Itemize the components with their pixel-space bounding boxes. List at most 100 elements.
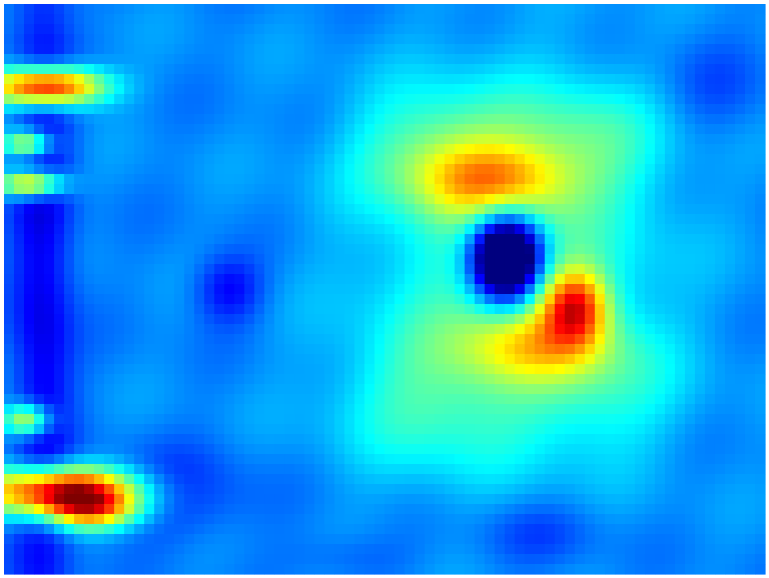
heatmap-cell — [54, 344, 65, 355]
heatmap-cell — [434, 544, 446, 555]
heatmap-cell — [234, 334, 245, 345]
heatmap-cell — [214, 344, 225, 355]
heatmap-cell — [464, 524, 476, 535]
heatmap-cell — [144, 134, 155, 145]
heatmap-cell — [734, 214, 746, 225]
heatmap-cell — [664, 54, 676, 65]
heatmap-cell — [494, 414, 506, 425]
heatmap-cell — [524, 414, 536, 425]
heatmap-cell — [334, 124, 346, 135]
heatmap-cell — [364, 474, 376, 485]
heatmap-cell — [454, 284, 466, 295]
heatmap-cell — [464, 454, 476, 465]
heatmap-cell — [234, 444, 245, 455]
heatmap-cell — [734, 264, 746, 275]
heatmap-cell — [674, 124, 686, 135]
heatmap-cell — [214, 544, 225, 555]
heatmap-cell — [634, 244, 646, 255]
heatmap-cell — [334, 444, 346, 455]
heatmap-cell — [254, 134, 265, 145]
heatmap-cell — [534, 4, 546, 15]
heatmap-cell — [184, 554, 195, 565]
heatmap-cell — [304, 94, 315, 105]
heatmap-cell — [714, 304, 726, 315]
heatmap-cell — [254, 274, 265, 285]
heatmap-cell — [4, 254, 15, 265]
heatmap-cell — [294, 544, 305, 555]
heatmap-cell — [464, 354, 476, 365]
heatmap-cell — [514, 64, 526, 75]
heatmap-cell — [334, 414, 346, 425]
heatmap-cell — [134, 224, 145, 235]
heatmap-cell — [334, 314, 346, 325]
heatmap-cell — [754, 324, 766, 335]
heatmap-cell — [154, 414, 165, 425]
heatmap-cell — [104, 104, 115, 115]
heatmap-cell — [184, 4, 195, 15]
heatmap-cell — [444, 304, 456, 315]
heatmap-cell — [414, 554, 426, 565]
heatmap-cell — [514, 534, 526, 545]
heatmap-cell — [744, 24, 756, 35]
heatmap-cell — [264, 164, 275, 175]
heatmap-cell — [224, 544, 235, 555]
heatmap-cell — [434, 194, 446, 205]
heatmap-cell — [314, 234, 326, 245]
heatmap-cell — [344, 344, 356, 355]
heatmap-cell — [694, 104, 706, 115]
heatmap-cell — [304, 34, 315, 45]
heatmap-cell — [744, 264, 756, 275]
heatmap-cell — [264, 384, 275, 395]
heatmap-cell — [414, 164, 426, 175]
heatmap-cell — [504, 344, 516, 355]
heatmap-cell — [644, 124, 656, 135]
heatmap-cell — [324, 374, 336, 385]
heatmap-cell — [364, 64, 376, 75]
heatmap-cell — [544, 424, 556, 435]
heatmap-cell — [64, 154, 75, 165]
heatmap-cell — [574, 504, 586, 515]
heatmap-cell — [404, 24, 416, 35]
heatmap-cell — [34, 124, 45, 135]
heatmap-cell — [514, 524, 526, 535]
heatmap-cell — [614, 254, 626, 265]
heatmap-cell — [694, 274, 706, 285]
heatmap-cell — [714, 4, 726, 15]
heatmap-cell — [304, 454, 315, 465]
heatmap-cell — [84, 424, 95, 435]
heatmap-cell — [564, 394, 576, 405]
heatmap-cell — [164, 124, 175, 135]
heatmap-cell — [374, 84, 386, 95]
heatmap-cell — [164, 94, 175, 105]
heatmap-cell — [424, 464, 436, 475]
heatmap-cell — [754, 354, 766, 365]
heatmap-cell — [614, 314, 626, 325]
heatmap-cell — [304, 524, 315, 535]
heatmap-cell — [34, 84, 45, 95]
heatmap-cell — [114, 314, 125, 325]
heatmap-cell — [24, 454, 35, 465]
heatmap-cell — [584, 494, 596, 505]
heatmap-cell — [284, 64, 295, 75]
heatmap-cell — [284, 524, 295, 535]
heatmap-cell — [254, 374, 265, 385]
heatmap-cell — [474, 394, 486, 405]
heatmap-cell — [144, 354, 155, 365]
heatmap-cell — [504, 204, 516, 215]
heatmap-cell — [14, 554, 25, 565]
heatmap-cell — [414, 64, 426, 75]
heatmap-cell — [424, 514, 436, 525]
heatmap-cell — [124, 444, 135, 455]
heatmap-cell — [134, 104, 145, 115]
heatmap-cell — [524, 494, 536, 505]
heatmap-cell — [104, 134, 115, 145]
heatmap-cell — [34, 354, 45, 365]
heatmap-cell — [304, 444, 315, 455]
heatmap-cell — [54, 234, 65, 245]
heatmap-cell — [444, 224, 456, 235]
heatmap-cell — [214, 424, 225, 435]
heatmap-cell — [494, 224, 506, 235]
heatmap-cell — [344, 564, 356, 575]
heatmap-cell — [364, 254, 376, 265]
heatmap-cell — [244, 564, 255, 575]
